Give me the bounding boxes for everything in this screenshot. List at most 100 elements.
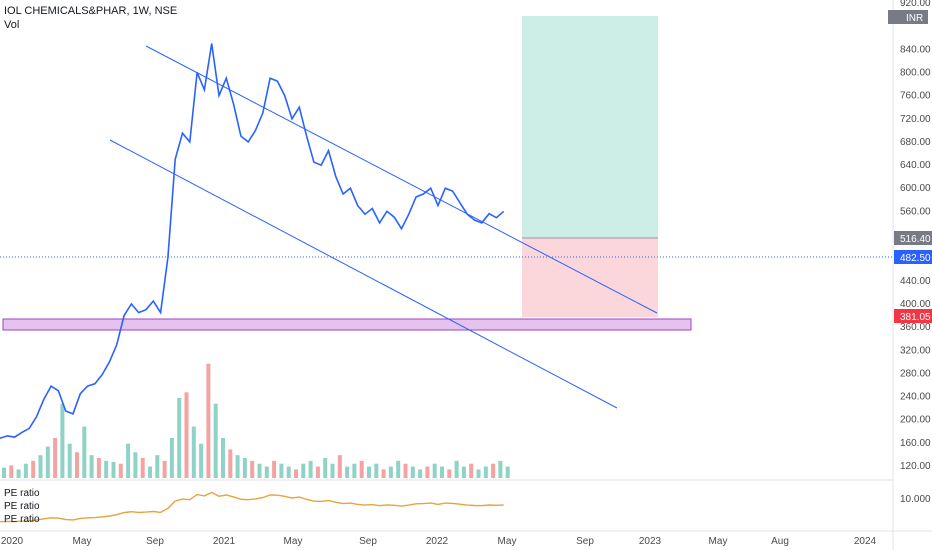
- volume-bar: [483, 466, 488, 478]
- pe-line[interactable]: [0, 491, 504, 523]
- channel-upper-line[interactable]: [145, 45, 658, 314]
- price-tick-label: 560.00: [900, 206, 931, 217]
- target-price-badge: 516.40: [894, 231, 932, 245]
- volume-bars: [2, 363, 510, 478]
- volume-bar: [279, 463, 284, 478]
- volume-bar: [286, 466, 291, 478]
- time-tick-label: Sep: [576, 536, 594, 547]
- price-tick-label: 360.00: [900, 322, 931, 333]
- volume-bar: [410, 466, 415, 478]
- price-tick-label: 920.00: [900, 0, 931, 9]
- price-tick-label: 840.00: [900, 44, 931, 55]
- price-tick-label: 640.00: [900, 160, 931, 171]
- time-tick-label: 2021: [213, 536, 236, 547]
- time-tick-label: 2022: [426, 536, 449, 547]
- volume-bar: [491, 463, 496, 478]
- price-tick-label: 160.00: [900, 438, 931, 449]
- volume-bar: [53, 438, 58, 478]
- pe-axis-tick: 10.000: [900, 494, 931, 505]
- volume-bar: [23, 463, 28, 478]
- volume-bar: [440, 466, 444, 478]
- time-tick-label: May: [498, 536, 517, 547]
- time-tick-label: May: [709, 536, 728, 547]
- volume-bar: [505, 466, 510, 478]
- target-price-label: 516.40: [900, 234, 931, 245]
- price-tick-label: 400.00: [900, 299, 931, 310]
- time-tick-label: Sep: [146, 536, 164, 547]
- price-tick-label: 200.00: [900, 415, 931, 426]
- volume-bar: [461, 466, 466, 478]
- time-tick-label: 2020: [1, 536, 24, 547]
- volume-bar: [60, 403, 65, 478]
- channel-lower-line[interactable]: [109, 139, 618, 409]
- time-tick-label: May: [284, 536, 303, 547]
- volume-bar: [272, 460, 277, 478]
- volume-bar: [381, 469, 386, 478]
- volume-bar: [323, 458, 328, 478]
- current-price-badge: 482.50: [894, 250, 932, 264]
- volume-bar: [345, 466, 350, 478]
- price-tick-label: 680.00: [900, 137, 931, 148]
- volume-bar: [191, 426, 196, 478]
- volume-bar: [418, 469, 423, 478]
- volume-bar: [2, 467, 6, 478]
- volume-bar: [250, 460, 255, 478]
- price-line[interactable]: [0, 43, 505, 439]
- chart-header: IOL CHEMICALS&PHAR, 1W, NSE Vol: [4, 4, 177, 32]
- volume-bar: [89, 455, 94, 478]
- volume-label: Vol: [4, 19, 20, 31]
- volume-bar: [31, 460, 36, 478]
- price-tick-label: 120.00: [900, 461, 931, 472]
- pe-label-1: PE ratio: [4, 488, 40, 499]
- volume-bar: [454, 460, 459, 478]
- price-tick-label: 720.00: [900, 114, 931, 125]
- volume-bar: [104, 460, 109, 478]
- volume-bar: [476, 469, 481, 478]
- profit-zone[interactable]: [522, 16, 658, 238]
- volume-bar: [133, 452, 138, 478]
- volume-bar: [126, 443, 131, 478]
- price-tick-label: 320.00: [900, 345, 931, 356]
- volume-bar: [206, 363, 211, 478]
- price-tick-label: 280.00: [900, 368, 931, 379]
- time-tick-label: 2024: [854, 536, 877, 547]
- volume-bar: [162, 460, 167, 478]
- volume-bar: [447, 469, 452, 478]
- support-zone[interactable]: [2, 318, 692, 331]
- volume-bar: [199, 443, 204, 478]
- price-series: [0, 43, 505, 439]
- volume-bar: [315, 466, 320, 478]
- volume-bar: [96, 458, 101, 478]
- volume-bar: [294, 469, 298, 478]
- currency-label: INR: [906, 13, 923, 24]
- volume-bar: [367, 466, 371, 478]
- volume-bar: [242, 458, 247, 478]
- price-tick-label: 240.00: [900, 392, 931, 403]
- stop-price-badge: 381.05: [894, 309, 932, 323]
- volume-bar: [352, 463, 357, 478]
- volume-bar: [38, 455, 43, 478]
- price-tick-label: 440.00: [900, 276, 931, 287]
- volume-bar: [169, 438, 174, 478]
- volume-bar: [184, 392, 189, 478]
- volume-bar: [432, 463, 437, 478]
- volume-bar: [111, 462, 116, 478]
- volume-bar: [264, 466, 269, 478]
- stop-price-label: 381.05: [900, 312, 931, 323]
- volume-bar: [67, 443, 72, 478]
- volume-bar: [330, 463, 335, 478]
- currency-label-box: INR: [888, 10, 928, 24]
- time-tick-label: Aug: [771, 536, 789, 547]
- volume-bar: [75, 452, 79, 478]
- volume-bar: [118, 463, 123, 478]
- volume-bar: [308, 460, 313, 478]
- volume-bar: [374, 463, 379, 478]
- volume-bar: [213, 403, 218, 478]
- time-tick-label: 2023: [639, 536, 662, 547]
- time-tick-label: May: [73, 536, 92, 547]
- volume-bar: [16, 469, 21, 478]
- volume-bar: [45, 446, 50, 478]
- volume-bar: [235, 455, 240, 478]
- volume-bar: [148, 466, 152, 478]
